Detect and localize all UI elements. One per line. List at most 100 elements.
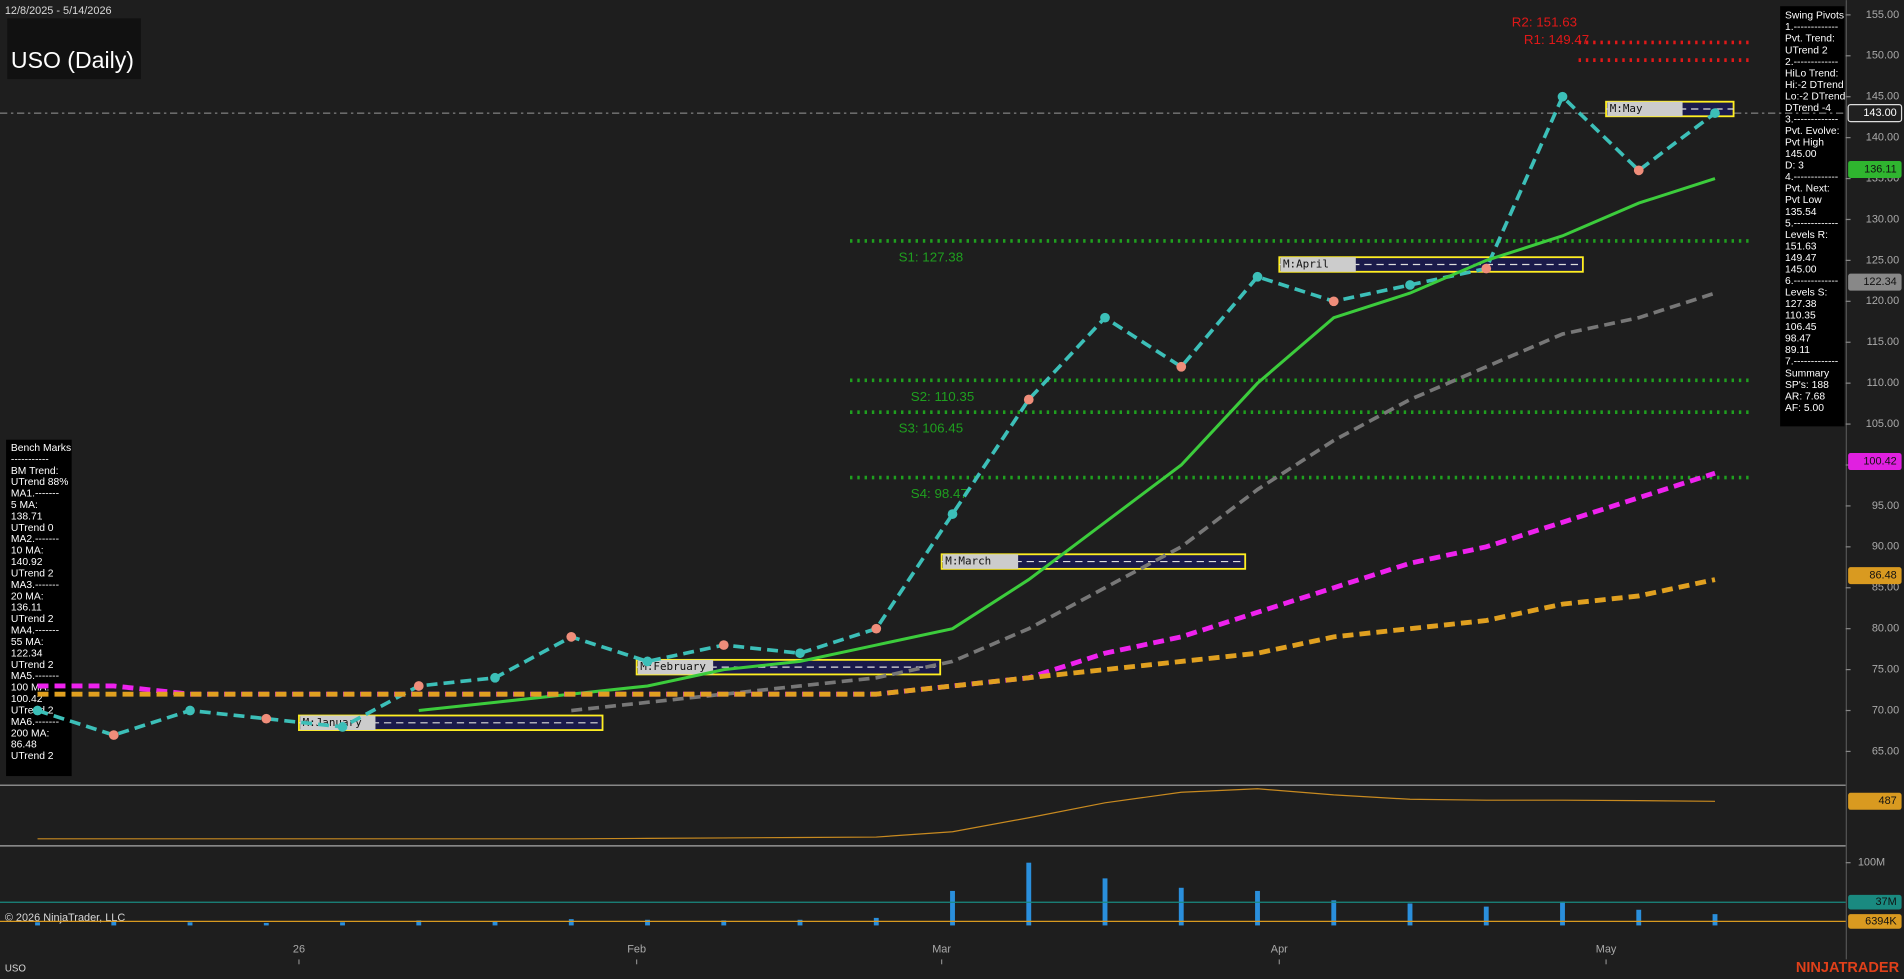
bench-mark-line: MA2.------- [11, 534, 59, 545]
price-point [871, 623, 882, 634]
bench-mark-line: UTrend 2 [11, 568, 54, 579]
pivot-info-line: 135.54 [1785, 207, 1817, 218]
bench-mark-line: MA6.------- [11, 717, 59, 728]
brand: NINJATRADER [1796, 960, 1900, 976]
pivot-info-line: Pvt High [1785, 138, 1824, 149]
pivot-level-label: S3: 106.45 [899, 421, 964, 436]
pivot-info-line: 2.------------- [1785, 57, 1838, 68]
bench-mark-line: 86.48 [11, 740, 37, 751]
price-point [185, 705, 195, 716]
volume-bar [35, 922, 40, 926]
price-point [32, 705, 43, 716]
y-tick-label: 145.00 [1866, 91, 1899, 103]
volume-bar [797, 919, 803, 926]
volume-badge-label: 6394K [1865, 915, 1897, 927]
volume-badge [1848, 914, 1902, 929]
price-badge-label: 122.34 [1863, 276, 1896, 288]
pivot-info-line: 151.63 [1785, 241, 1817, 252]
pivot-info-line: 145.00 [1785, 264, 1817, 275]
volume-bar [950, 890, 955, 926]
pivot-info-line: 110.35 [1785, 311, 1816, 322]
price-point [1633, 165, 1644, 176]
volume-bar [111, 921, 117, 926]
bench-mark-line: 100.42 [11, 694, 43, 705]
volume-bar [1331, 900, 1337, 926]
series-line [571, 291, 1716, 713]
bench-mark-line: UTrend 2 [11, 751, 54, 762]
bench-mark-line: 200 MA: [11, 728, 49, 739]
y-tick-label: 110.00 [1867, 377, 1900, 389]
price-point [1252, 271, 1263, 282]
x-tick-label: 26 [293, 944, 305, 956]
price-badge-label: 86.48 [1869, 570, 1896, 582]
date-range: 12/8/2025 - 5/14/2026 [5, 5, 112, 17]
y-tick-label: 70.00 [1872, 704, 1899, 716]
pivot-info-line: DTrend -4 [1785, 103, 1831, 114]
pivot-info-line: AF: 5.00 [1785, 403, 1824, 414]
bench-marks-panel: Bench Marks-----------BM Trend:UTrend 88… [6, 439, 72, 777]
price-badge-label: 143.00 [1863, 107, 1896, 119]
y-tick-label: 120.00 [1866, 295, 1899, 307]
volume-badge [1848, 894, 1902, 910]
pivot-level-label: S2: 110.35 [911, 389, 975, 404]
volume-bar [1712, 914, 1718, 926]
y-tick-label: 150.00 [1866, 50, 1899, 62]
copyright: © 2026 NinjaTrader, LLC [5, 912, 126, 924]
volume-badge-label: 37M [1875, 896, 1896, 908]
y-tick-label: 140.00 [1866, 132, 1899, 144]
price-badge-label: 100.42 [1863, 455, 1896, 467]
bench-mark-line: MA1.------- [11, 489, 59, 500]
bench-mark-line: 5 MA: [11, 500, 38, 511]
pivot-info-line: 6.------------- [1785, 276, 1838, 287]
pivot-info-line: HiLo Trend: [1785, 68, 1838, 79]
month-label-bg [942, 554, 1019, 569]
pivot-level-label: S4: 98.47 [911, 486, 968, 501]
price-badge [1848, 453, 1902, 471]
price-point [566, 632, 577, 642]
month-label-bg [637, 659, 714, 675]
pivot-info-line: SP's: 188 [1785, 380, 1829, 391]
bench-mark-line: 122.34 [11, 648, 43, 659]
series-line [37, 577, 1716, 697]
indicator-badge [1848, 792, 1902, 810]
panel-box [1780, 6, 1845, 427]
pivot-info-line: 1.------------- [1785, 22, 1838, 33]
pivot-info-line: Pvt. Trend: [1785, 34, 1835, 45]
y-tick-label: 125.00 [1866, 254, 1899, 266]
x-tick-label: May [1596, 944, 1617, 956]
y-tick-label: 105.00 [1866, 418, 1899, 430]
symbol: USO [5, 964, 26, 975]
x-tick-label: Feb [627, 944, 646, 956]
pivot-level-label: R1: 149.47 [1524, 32, 1589, 47]
pivot-info-line: Levels R: [1785, 230, 1828, 241]
bench-mark-line: UTrend 2 [11, 614, 54, 625]
x-tick-label: Mar [932, 944, 951, 956]
volume-bar [1483, 906, 1489, 926]
volume-bar [1560, 901, 1565, 926]
indicator-line [37, 788, 1716, 840]
y-tick-label: 65.00 [1872, 745, 1899, 757]
month-label: M:March [945, 555, 991, 568]
pivot-info-line: AR: 7.68 [1785, 391, 1825, 402]
y-tick-label: 75.00 [1872, 663, 1899, 675]
pivot-level-label: R2: 151.63 [1512, 15, 1577, 30]
bench-mark-line: 138.71 [11, 511, 43, 522]
volume-bar [645, 919, 650, 926]
bench-mark-line: ----------- [11, 454, 49, 465]
y-tick-label: 100M [1858, 857, 1885, 869]
volume-bar [568, 919, 574, 926]
price-point [337, 722, 348, 732]
pivot-info-line: 145.00 [1785, 149, 1817, 160]
bench-mark-line: MA4.------- [11, 626, 59, 637]
series-line [418, 177, 1716, 713]
price-point [1176, 361, 1187, 372]
price-point [1557, 91, 1568, 102]
y-tick-label: 85.00 [1872, 582, 1899, 594]
bench-mark-line: UTrend 2 [11, 660, 54, 671]
pivot-info-line: 98.47 [1785, 334, 1811, 345]
price-badge [1848, 567, 1902, 585]
pivot-info-line: Pvt. Next: [1785, 184, 1830, 195]
